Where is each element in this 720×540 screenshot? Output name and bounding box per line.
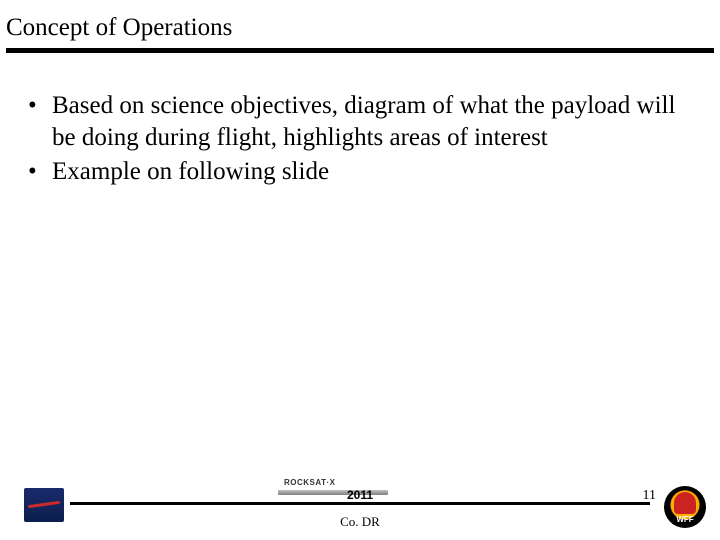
- title-underline: [6, 48, 714, 53]
- rocksat-text: ROCKSAT·X: [284, 478, 335, 487]
- slide: Concept of Operations Based on science o…: [0, 0, 720, 540]
- wff-logo-icon: WFF: [664, 486, 706, 528]
- bullet-list: Based on science objectives, diagram of …: [28, 90, 692, 188]
- slide-title: Concept of Operations: [6, 14, 232, 42]
- body-area: Based on science objectives, diagram of …: [28, 90, 692, 190]
- footer-underline: [70, 502, 650, 505]
- title-area: Concept of Operations: [6, 14, 232, 42]
- footer-year: 2011: [0, 488, 720, 502]
- bullet-item: Example on following slide: [28, 156, 692, 188]
- footer-subtitle: Co. DR: [0, 514, 720, 530]
- bullet-item: Based on science objectives, diagram of …: [28, 90, 692, 154]
- page-number: 11: [643, 488, 656, 504]
- wff-label: WFF: [664, 515, 706, 524]
- wff-inner: [674, 492, 696, 514]
